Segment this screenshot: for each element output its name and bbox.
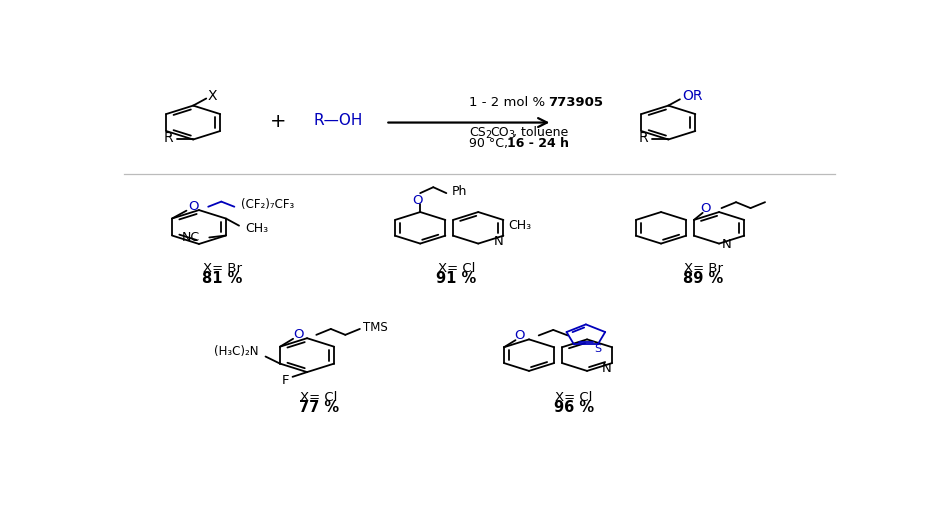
Text: CS: CS (469, 126, 486, 139)
Text: O: O (515, 329, 525, 342)
Text: CO: CO (490, 126, 508, 139)
Text: X= Br: X= Br (683, 262, 723, 275)
Text: O: O (700, 202, 710, 215)
Text: TMS: TMS (363, 321, 388, 334)
Text: 90 °C,: 90 °C, (469, 137, 512, 150)
Text: , toluene: , toluene (513, 126, 568, 139)
Text: (H₃C)₂N: (H₃C)₂N (214, 345, 258, 358)
Text: 773905: 773905 (548, 96, 604, 109)
Text: Ph: Ph (452, 185, 467, 198)
Text: O: O (188, 200, 199, 213)
Text: X: X (208, 89, 217, 103)
Text: X= Cl: X= Cl (438, 262, 475, 275)
Text: R—OH: R—OH (314, 113, 363, 128)
Text: NC: NC (183, 231, 200, 244)
Text: 2: 2 (485, 130, 491, 140)
Text: 16 - 24 h: 16 - 24 h (506, 137, 568, 150)
Text: 3: 3 (508, 130, 514, 140)
Text: R: R (164, 131, 173, 145)
Text: N: N (722, 238, 731, 251)
Text: R: R (639, 131, 649, 145)
Text: O: O (293, 328, 303, 342)
Text: N: N (602, 362, 611, 375)
Text: X= Cl: X= Cl (300, 391, 337, 404)
Text: OR: OR (682, 89, 703, 103)
Text: O: O (412, 194, 422, 207)
Text: 81 %: 81 % (202, 271, 242, 286)
Text: 91 %: 91 % (436, 271, 476, 286)
Text: N: N (493, 234, 504, 248)
Text: CH₃: CH₃ (245, 222, 269, 234)
Text: X= Br: X= Br (203, 262, 241, 275)
Text: 1 - 2 mol %: 1 - 2 mol % (469, 96, 549, 109)
Text: X= Cl: X= Cl (555, 391, 592, 404)
Text: 77 %: 77 % (299, 400, 339, 415)
Text: F: F (282, 374, 289, 387)
Text: +: + (270, 112, 286, 131)
Text: 96 %: 96 % (554, 400, 594, 415)
Text: (CF₂)₇CF₃: (CF₂)₇CF₃ (241, 198, 294, 211)
Text: CH₃: CH₃ (507, 219, 531, 232)
Text: S: S (594, 344, 601, 354)
Text: 89 %: 89 % (683, 271, 724, 286)
